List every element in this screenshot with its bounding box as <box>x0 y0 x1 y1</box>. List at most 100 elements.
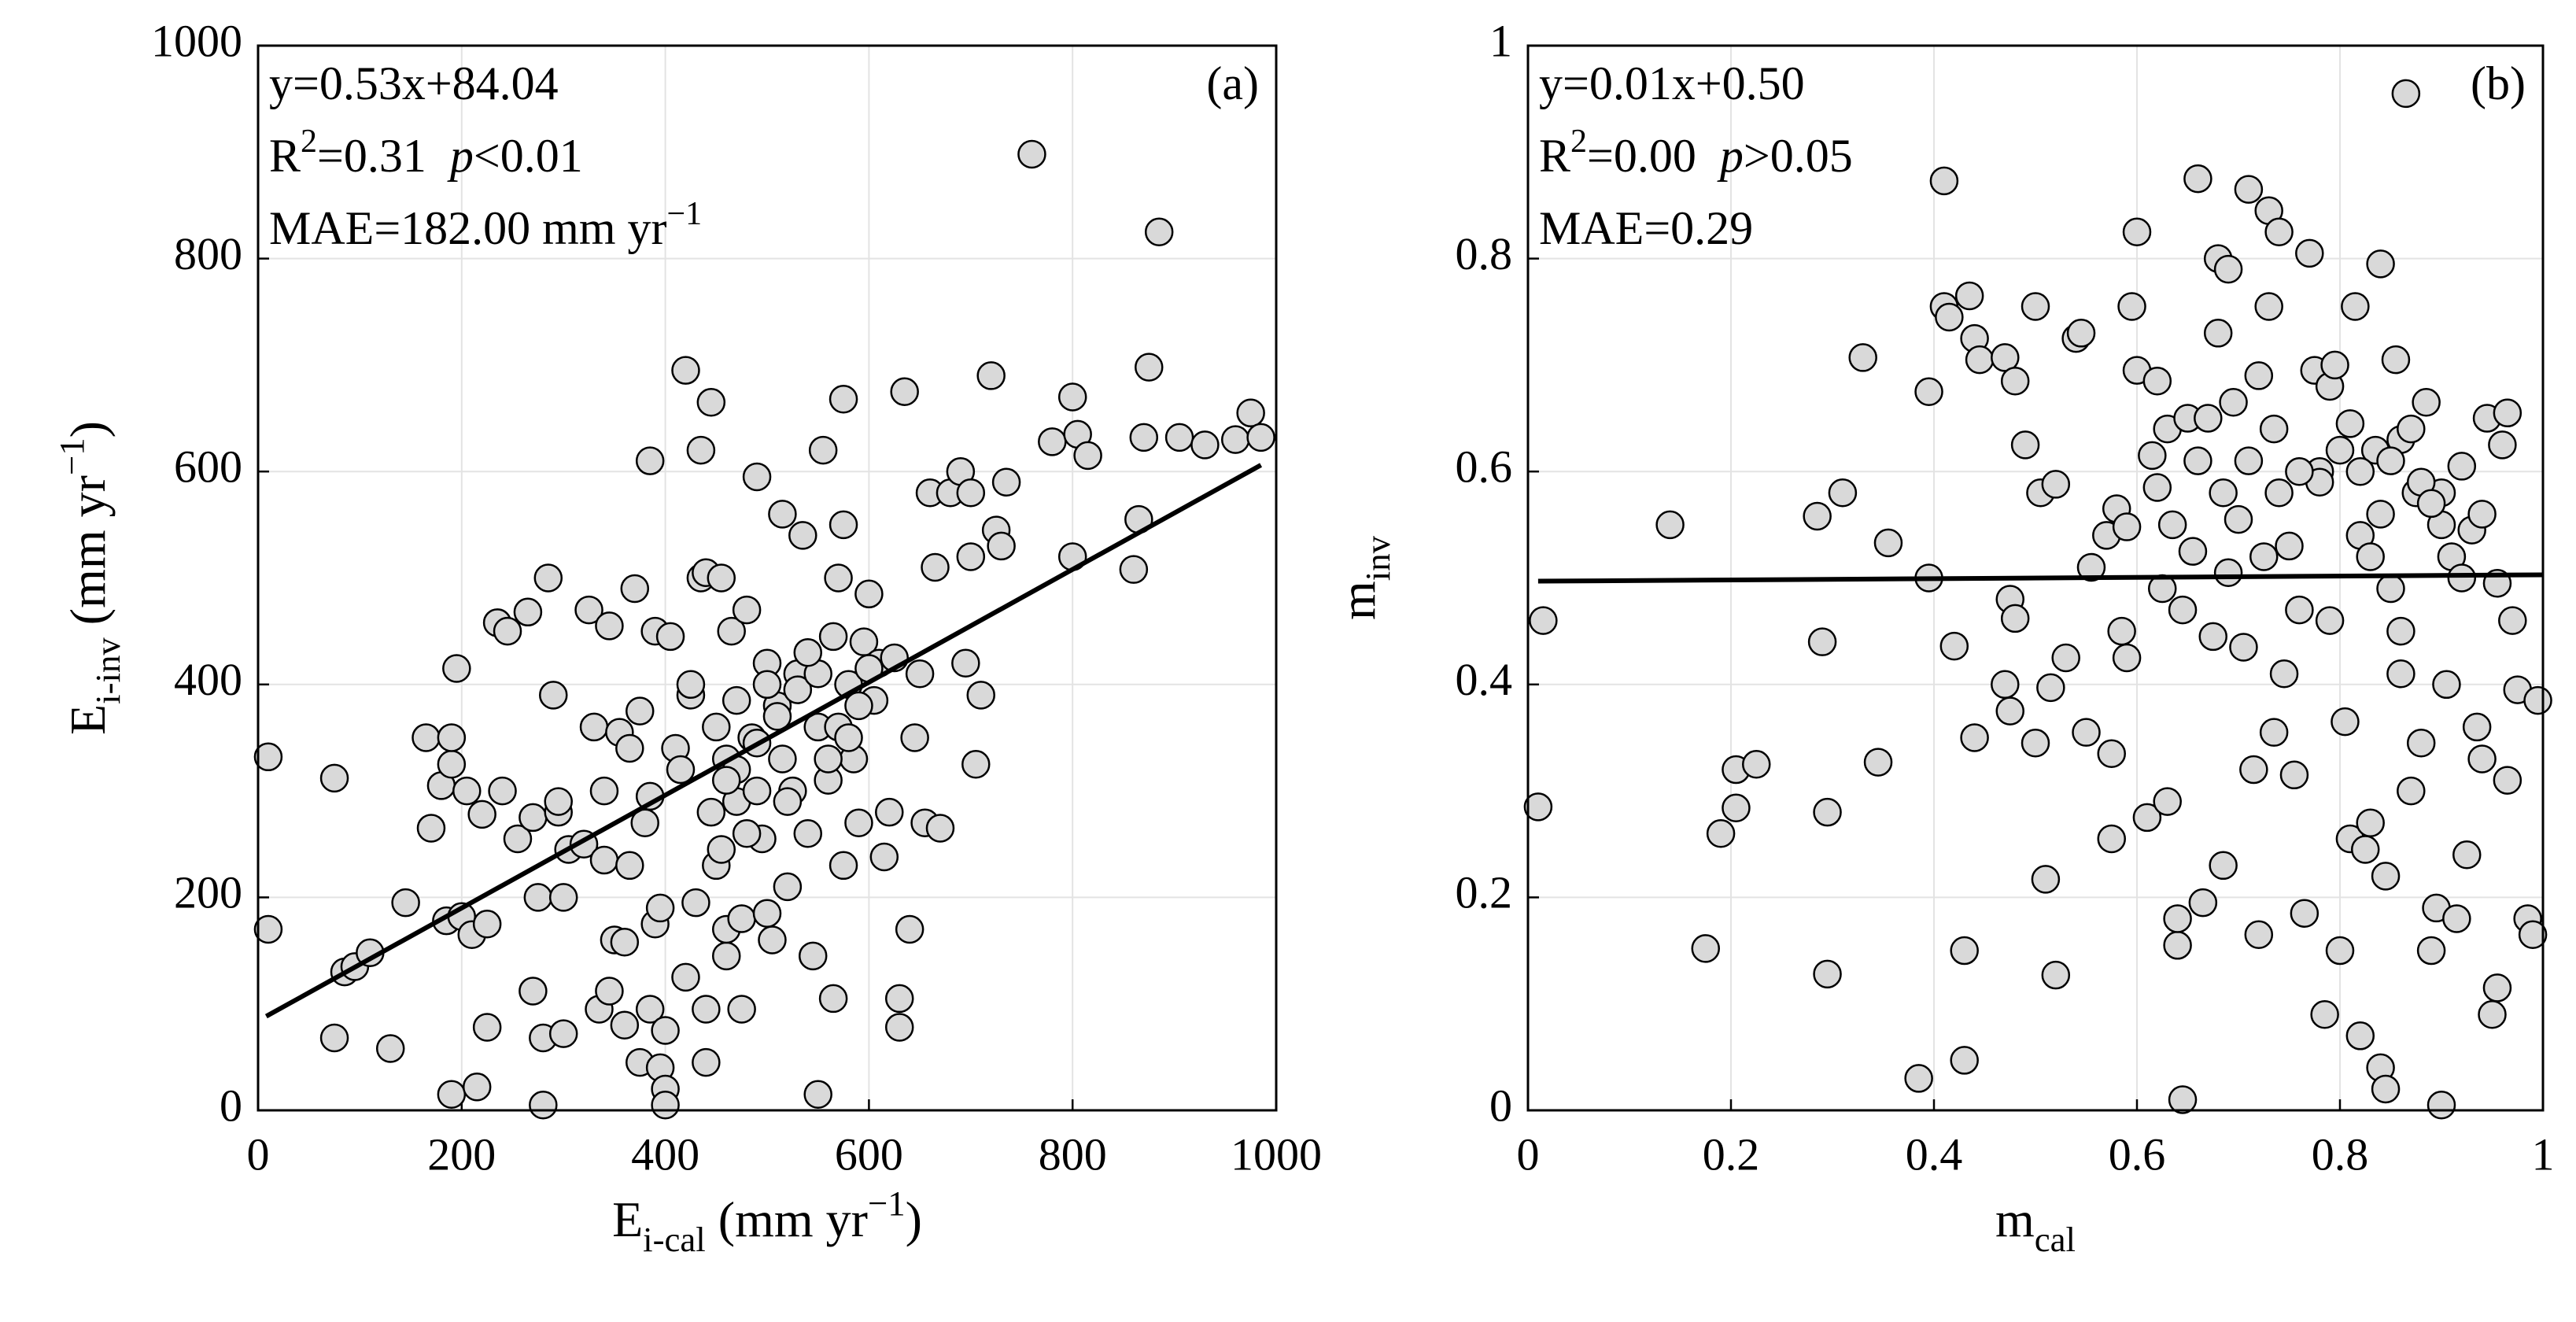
point <box>692 1047 721 1077</box>
point <box>1073 441 1102 471</box>
point <box>711 766 741 795</box>
point <box>529 1090 558 1120</box>
point <box>2031 865 2061 894</box>
point <box>2493 398 2522 428</box>
text-segment: (mm yr <box>60 475 116 637</box>
point <box>2376 446 2405 475</box>
point <box>869 842 899 872</box>
point <box>2432 670 2461 700</box>
annotation: MAE=182.00 mm yr−1 <box>269 196 702 254</box>
point <box>2224 504 2253 534</box>
point <box>493 616 522 646</box>
point <box>589 845 619 875</box>
text-segment: =0.31 <box>317 130 450 182</box>
x-tick-label: 1 <box>2532 1128 2555 1180</box>
y-tick-label: 0.2 <box>1456 867 1513 918</box>
point <box>768 744 797 774</box>
point <box>2452 840 2482 870</box>
point <box>1873 528 1903 558</box>
point <box>2351 835 2380 864</box>
point <box>2157 510 2187 540</box>
point <box>696 388 726 417</box>
point <box>2259 414 2289 444</box>
y-tick-label: 0.8 <box>1456 228 1513 279</box>
text-segment: −1 <box>667 196 703 232</box>
point <box>2341 292 2370 321</box>
point <box>1929 166 1959 196</box>
point <box>1742 750 1771 779</box>
point <box>814 744 843 774</box>
point <box>788 521 817 550</box>
point <box>452 776 482 806</box>
point <box>1722 793 1751 822</box>
text-segment: >0.05 <box>1744 130 1853 182</box>
point <box>1038 427 1067 456</box>
point <box>544 787 573 816</box>
point <box>2391 79 2421 109</box>
point <box>620 574 650 604</box>
point <box>635 995 665 1024</box>
point <box>773 872 803 902</box>
point <box>2000 604 2030 633</box>
point <box>2112 643 2142 673</box>
point <box>834 723 863 752</box>
text-segment: 2 <box>1570 124 1587 160</box>
point <box>2427 1090 2456 1120</box>
point <box>1236 398 1265 428</box>
point <box>533 563 563 593</box>
point <box>2188 888 2218 918</box>
point <box>472 1013 502 1042</box>
text-segment: i-cal <box>643 1220 706 1259</box>
point <box>808 435 838 465</box>
annotation: R2=0.00 p>0.05 <box>1539 124 1853 182</box>
point <box>2254 292 2283 321</box>
point <box>1190 430 1220 460</box>
point <box>2331 707 2360 737</box>
axes-box <box>1526 44 2545 1112</box>
point <box>462 1072 492 1102</box>
point <box>732 595 762 625</box>
point <box>2376 574 2405 604</box>
point <box>2295 238 2324 268</box>
point <box>829 510 858 540</box>
point <box>707 835 736 864</box>
point <box>2183 446 2212 475</box>
point <box>793 637 823 667</box>
point <box>1119 555 1149 584</box>
text-segment: p <box>1717 130 1744 182</box>
y-tick-label: 1 <box>1489 15 1512 66</box>
point <box>253 914 283 944</box>
point <box>727 995 756 1024</box>
point <box>2072 718 2101 747</box>
point <box>2290 899 2320 928</box>
point <box>2213 254 2243 284</box>
point <box>2132 803 2162 833</box>
point <box>2335 409 2365 438</box>
point <box>2275 531 2304 561</box>
point <box>1904 1064 1933 1093</box>
panel: 0 200 400 600 800 1000 0 200 400 600 800 1000 y=0.53… <box>52 15 1322 1259</box>
point <box>2066 319 2096 348</box>
point <box>2482 973 2512 1003</box>
point <box>2325 936 2355 966</box>
point <box>884 984 914 1014</box>
x-tick-label: 0 <box>247 1128 270 1180</box>
point <box>1164 423 1194 452</box>
point <box>391 888 420 918</box>
point <box>651 1090 680 1120</box>
point <box>803 1080 832 1109</box>
text-segment: (mm yr <box>706 1191 868 1247</box>
point <box>1017 139 1046 169</box>
point <box>798 941 828 971</box>
point <box>844 691 873 721</box>
point <box>671 962 700 992</box>
y-tick-label: 0 <box>1489 1080 1512 1131</box>
point <box>1144 217 1174 247</box>
point <box>768 500 797 529</box>
point <box>758 925 787 955</box>
point <box>925 814 955 843</box>
x-axis-label: mcal <box>1995 1191 2076 1259</box>
point <box>2381 345 2411 375</box>
point <box>2259 718 2289 747</box>
point <box>2386 659 2415 689</box>
